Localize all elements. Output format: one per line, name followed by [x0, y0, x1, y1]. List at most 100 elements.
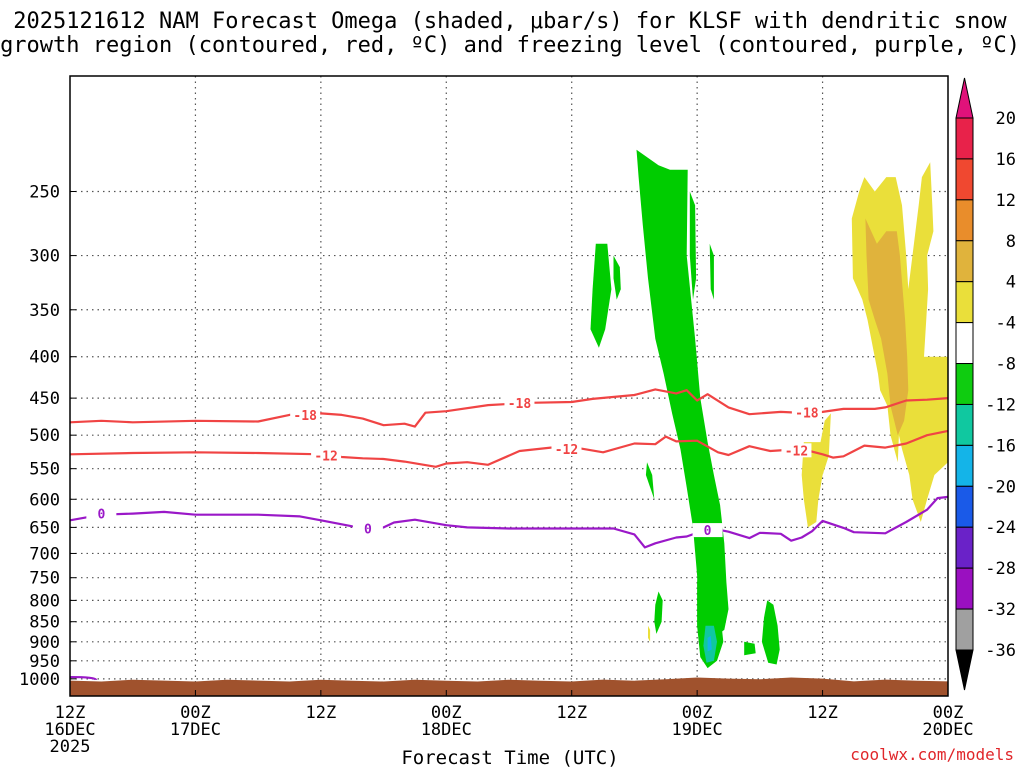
omega-shading: [590, 149, 948, 669]
contour-label--12-1: -12: [555, 443, 578, 458]
contour-label-0-2: 0: [704, 524, 712, 539]
colorbar-swatch-3: [955, 240, 974, 283]
x-tick-label-36-2: 18DEC: [421, 720, 472, 740]
x-tick-label-0-3: 2025: [50, 737, 91, 757]
y-tick-label-800: 800: [29, 591, 60, 611]
shade-blue-core: [707, 635, 712, 652]
contour-label-bg--18-0: [290, 407, 321, 422]
contour-label-0-0: 0: [97, 508, 105, 523]
y-tick-label-700: 700: [29, 544, 60, 564]
x-tick-label-36-1: 00Z: [431, 703, 462, 723]
colorbar-swatch-1: [955, 158, 974, 201]
contour--12: [69, 429, 949, 468]
y-tick-label-600: 600: [29, 490, 60, 510]
y-tick-label-1000: 1000: [19, 670, 60, 690]
chart-title-line-2: growth region (contoured, red, ºC) and f…: [0, 33, 1020, 58]
colorbar-swatch-11: [955, 567, 974, 610]
y-tick-label-350: 350: [29, 301, 60, 321]
colorbar-label-6: -8: [996, 355, 1016, 375]
plot-area: [70, 76, 948, 696]
colorbar-swatch-8: [955, 444, 974, 487]
shade-green-thin-3: [709, 243, 714, 300]
colorbar-swatch-7: [955, 403, 974, 446]
x-tick-label-12-1: 00Z: [180, 703, 211, 723]
y-tick-label-750: 750: [29, 569, 60, 589]
ground-terrain: [70, 677, 948, 696]
x-tick-label-72-1: 12Z: [807, 703, 838, 723]
shade-green-blob-800: [654, 591, 663, 634]
colorbar-swatch-5: [955, 322, 974, 365]
y-tick-label-500: 500: [29, 426, 60, 446]
shade-green-right-blob: [761, 600, 780, 665]
colorbar-swatch-6: [955, 363, 974, 405]
shade-green-small: [744, 641, 756, 656]
shade-green-thin-1: [613, 255, 621, 300]
plot-frame: [69, 75, 949, 697]
colorbar-label-12: -32: [985, 600, 1016, 620]
shade-yellow-mid: [801, 413, 831, 528]
contour-label-bg--18-2: [791, 405, 822, 420]
contour-label-bg--18-1: [504, 395, 535, 410]
plot-border: [69, 75, 949, 697]
contour-label-bg--12-2: [781, 443, 812, 458]
contour-label-bg-0-0: [86, 506, 117, 521]
colorbar-top-arrow: [955, 77, 974, 119]
colorbar-label-8: -16: [985, 436, 1016, 456]
y-tick-label-550: 550: [29, 460, 60, 480]
contour-label-bg--12-1: [551, 441, 582, 456]
contour-label-bg-0-2: [692, 523, 723, 538]
colorbar-label-13: -36: [985, 641, 1016, 661]
x-tick-label-48-1: 12Z: [556, 703, 587, 723]
shade-green-streak-left: [645, 462, 655, 500]
y-tick-label-450: 450: [29, 389, 60, 409]
colorbar-swatch-12: [955, 608, 974, 651]
colorbar: 20 16 12 8 4 -4 -8 -12 -16 -20 -24 -28 -32 -36: [955, 77, 1016, 691]
y-tick-label-900: 900: [29, 633, 60, 653]
colorbar-label-9: -20: [985, 477, 1016, 497]
colorbar-label-11: -28: [985, 559, 1016, 579]
colorbar-label-0: 20: [996, 109, 1016, 129]
x-tick-label-24-1: 12Z: [305, 703, 336, 723]
contour-label--18-2: -18: [795, 407, 819, 422]
colorbar-swatch-10: [955, 526, 974, 569]
shade-green-thin-2: [689, 191, 697, 300]
colorbar-label-5: -4: [996, 314, 1016, 334]
colorbar-swatch-9: [955, 485, 974, 528]
plot-background: [70, 76, 948, 696]
colorbar-swatch-2: [955, 199, 974, 242]
y-tick-label-300: 300: [29, 247, 60, 267]
colorbar-swatch-4: [955, 281, 974, 324]
contour-label--18-1: -18: [508, 397, 532, 412]
y-axis-ticks: 2503003504004505005506006507007508008509…: [19, 182, 76, 690]
shade-green-strip-300: [590, 243, 612, 348]
contour-label-0-1: 0: [364, 522, 372, 537]
shade-orange-core: [865, 218, 909, 436]
shade-yellow-small: [648, 625, 651, 642]
x-tick-label-0-2: 16DEC: [44, 720, 95, 740]
x-tick-label-60-1: 00Z: [682, 703, 713, 723]
shade-green-low-column: [697, 543, 724, 669]
contour-label--12-2: -12: [785, 444, 808, 459]
contour-label-bg-0-1: [352, 521, 383, 536]
contour-label--18-0: -18: [293, 409, 317, 424]
credit-link[interactable]: coolwx.com/models: [850, 745, 1014, 764]
y-tick-label-400: 400: [29, 348, 60, 368]
colorbar-swatch-0: [955, 117, 974, 160]
ground-layer: [70, 677, 948, 696]
x-tick-label-0-1: 12Z: [55, 703, 86, 723]
colorbar-label-4: 4: [1006, 273, 1016, 293]
contour-label-bg--12-0: [311, 448, 342, 463]
y-tick-label-950: 950: [29, 652, 60, 672]
contour-0-surface-fragment: [69, 675, 98, 681]
colorbar-label-7: -12: [985, 395, 1016, 415]
colorbar-label-1: 16: [996, 150, 1016, 170]
colorbar-label-3: 8: [1006, 232, 1016, 252]
y-tick-label-250: 250: [29, 182, 60, 202]
shade-green-band-main: [636, 149, 729, 642]
contour-0: [69, 495, 949, 549]
contour-lines: -18 -18 -18 -12 -12 -12 0 0 0: [69, 388, 949, 681]
colorbar-label-10: -24: [985, 518, 1016, 538]
chart-title-line-1: 2025121612 NAM Forecast Omega (shaded, μ…: [13, 9, 1007, 34]
x-axis-label: Forecast Time (UTC): [401, 747, 618, 768]
